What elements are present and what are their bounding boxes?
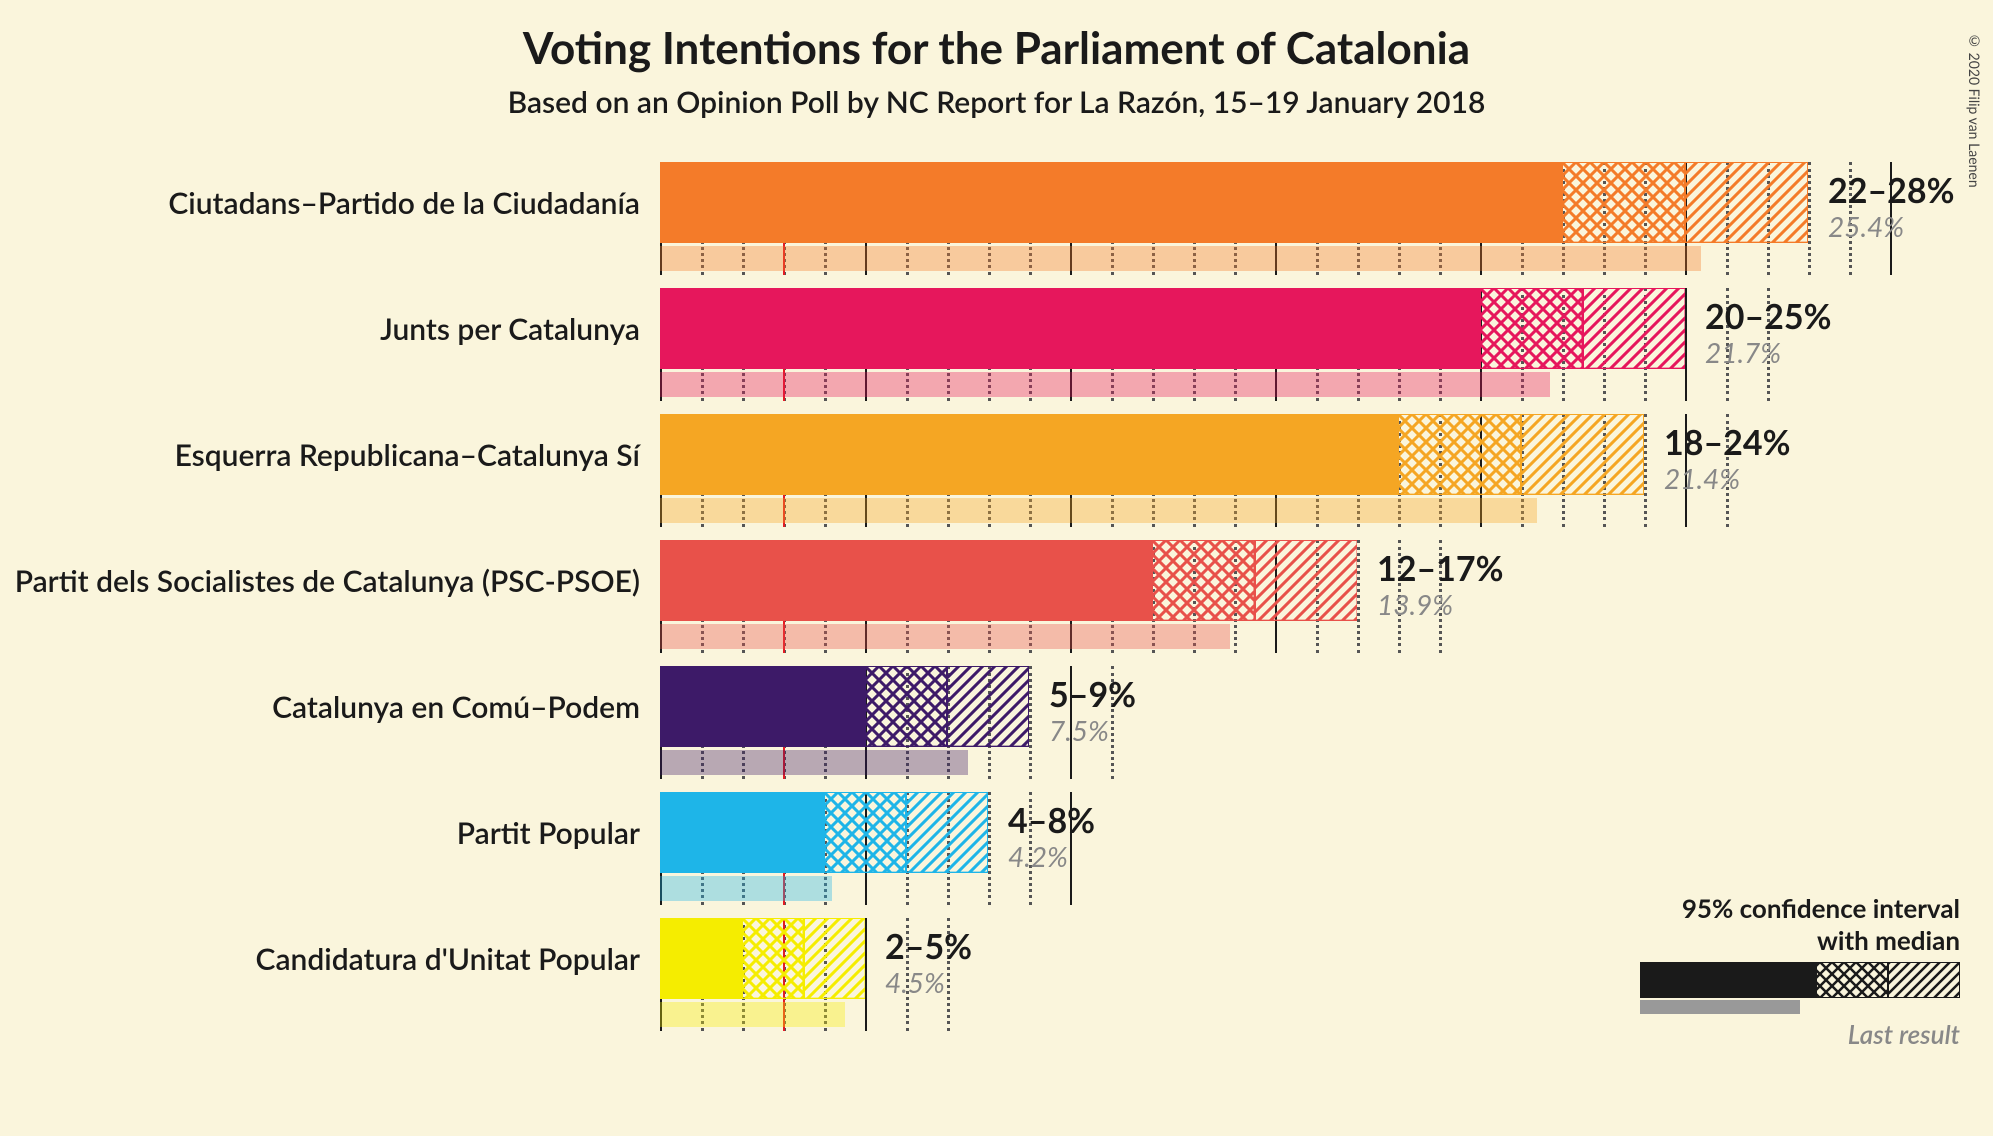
party-label: Partit dels Socialistes de Catalunya (PS… [0,563,640,599]
ci-bar-solid [660,162,1562,243]
last-result-label: 21.4% [1664,461,1740,495]
last-result-label: 7.5% [1049,713,1109,747]
ci-bar-crosshatch [865,666,947,747]
legend: 95% confidence interval with median Last… [1600,892,1960,1050]
ci-bar-crosshatch [1480,288,1583,369]
last-result-bar [660,750,968,775]
range-label: 12–17% [1377,548,1503,589]
ci-bar-solid [660,540,1152,621]
party-row: Ciutadans–Partido de la Ciudadanía 22–28… [0,162,1993,288]
party-row: Catalunya en Comú–Podem 5–9%7.5% [0,666,1993,792]
range-label: 20–25% [1705,296,1831,337]
party-row: Partit dels Socialistes de Catalunya (PS… [0,540,1993,666]
gridline-major [1685,288,1687,401]
range-label: 4–8% [1008,800,1095,841]
ci-bar-diagonal [906,792,988,873]
last-result-label: 25.4% [1828,209,1904,243]
ci-bar-solid [660,792,824,873]
last-result-bar [660,1002,845,1027]
ci-bar-diagonal [804,918,866,999]
ci-bar-diagonal [947,666,1029,747]
gridline-minor [1029,666,1032,779]
ci-bar-solid [660,414,1398,495]
last-result-label: 4.2% [1008,839,1068,873]
chart-subtitle: Based on an Opinion Poll by NC Report fo… [0,84,1993,120]
last-result-bar [660,876,832,901]
last-result-bar [660,498,1537,523]
chart-title: Voting Intentions for the Parliament of … [0,22,1993,74]
gridline-major [865,918,867,1031]
party-label: Esquerra Republicana–Catalunya Sí [0,437,640,473]
ci-bar-diagonal [1583,288,1686,369]
range-label: 22–28% [1828,170,1954,211]
legend-ci-label-2: with median [1600,924,1960,956]
party-label: Candidatura d'Unitat Popular [0,941,640,977]
last-result-label: 4.5% [885,965,945,999]
party-label: Catalunya en Comú–Podem [0,689,640,725]
legend-bar-icon [1640,962,1960,998]
ci-bar-crosshatch [1562,162,1685,243]
party-label: Junts per Catalunya [0,311,640,347]
last-result-label: 21.7% [1705,335,1781,369]
range-label: 5–9% [1049,674,1136,715]
ci-bar-solid [660,918,742,999]
legend-last-label: Last result [1600,1018,1960,1050]
last-result-bar [660,624,1230,649]
last-result-label: 13.9% [1377,587,1453,621]
range-label: 18–24% [1664,422,1790,463]
ci-bar-diagonal [1521,414,1644,495]
gridline-minor [1644,414,1647,527]
ci-bar-crosshatch [1398,414,1521,495]
ci-bar-crosshatch [742,918,804,999]
ci-bar-crosshatch [824,792,906,873]
ci-bar-crosshatch [1152,540,1255,621]
last-result-bar [660,246,1701,271]
ci-bar-solid [660,666,865,747]
gridline-minor [1808,162,1811,275]
party-row: Junts per Catalunya 20–25%21.7% [0,288,1993,414]
ci-bar-solid [660,288,1480,369]
legend-last-bar [1640,1000,1800,1014]
legend-ci-label-1: 95% confidence interval [1600,892,1960,924]
ci-bar-diagonal [1685,162,1808,243]
ci-bar-diagonal [1255,540,1358,621]
last-result-bar [660,372,1550,397]
party-label: Ciutadans–Partido de la Ciudadanía [0,185,640,221]
gridline-minor [1357,540,1360,653]
range-label: 2–5% [885,926,972,967]
party-row: Esquerra Republicana–Catalunya Sí 18–24%… [0,414,1993,540]
party-label: Partit Popular [0,815,640,851]
gridline-minor [988,792,991,905]
